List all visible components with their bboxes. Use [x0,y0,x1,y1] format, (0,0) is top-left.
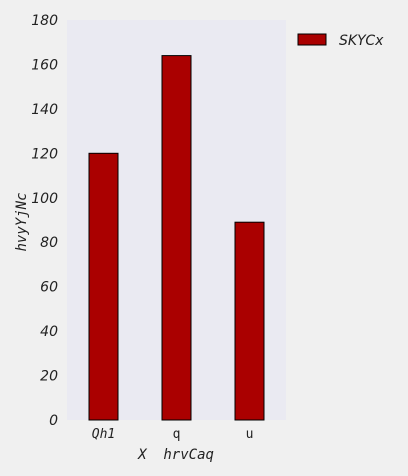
y-tick-label-160: 160 [31,57,58,73]
y-tick-label-100: 100 [31,191,58,207]
y-tick-label-60: 60 [40,280,58,296]
x-axis-label: X hrvCaq [137,447,214,463]
y-tick-label-120: 120 [31,146,58,162]
bar-u [234,221,265,421]
y-tick-label-40: 40 [40,324,58,340]
y-tick-label-140: 140 [31,102,58,118]
y-tick-labels: 0 20 40 60 80 100 120 140 160 180 [31,13,58,429]
y-axis-label: hvyYjNc [14,192,30,251]
legend: SKYCx [297,33,384,49]
y-tick-label-180: 180 [31,13,58,29]
bar-qh1 [88,152,119,421]
x-tick-label-qh1: Qh1 [92,427,115,442]
legend-label-skycx: SKYCx [339,33,384,49]
x-tick-label-q: q [173,427,181,442]
x-tick-label-u: u [246,427,254,442]
bars-group [88,55,265,421]
x-tick-labels: Qh1 q u [92,427,254,442]
y-tick-label-80: 80 [40,235,58,251]
bar-q [161,55,192,421]
legend-swatch-skycx [297,33,327,46]
y-tick-label-20: 20 [40,369,58,385]
y-tick-label-0: 0 [49,413,58,429]
